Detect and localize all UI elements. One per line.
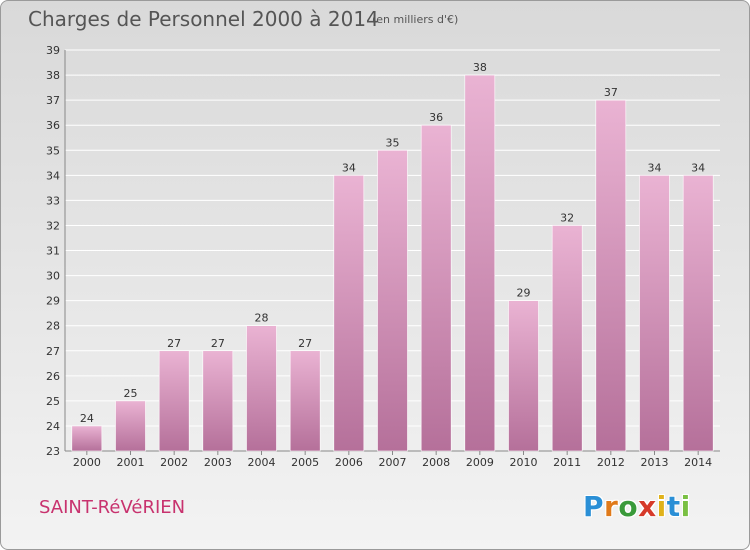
data-label: 34 — [342, 161, 356, 174]
bar — [377, 149, 408, 452]
data-label: 34 — [648, 161, 662, 174]
bar — [71, 425, 103, 452]
x-tick-label: 2004 — [248, 456, 276, 469]
bar — [333, 175, 365, 452]
x-tick-label: 2011 — [553, 456, 581, 469]
x-tick-label: 2005 — [291, 456, 319, 469]
y-tick-label: 24 — [46, 420, 60, 433]
logo-letter: o — [618, 490, 639, 523]
logo-letter: t — [666, 490, 681, 523]
chart-subtitle: (en milliers d'€) — [372, 13, 459, 26]
proxiti-logo: Proxiti — [583, 490, 691, 523]
logo-letter: x — [638, 490, 657, 523]
data-label: 24 — [80, 412, 94, 425]
y-tick-label: 38 — [46, 69, 60, 82]
bar — [115, 400, 146, 452]
data-label: 25 — [124, 387, 138, 400]
x-tick-label: 2006 — [335, 456, 363, 469]
x-tick-label: 2013 — [641, 456, 669, 469]
y-tick-label: 31 — [46, 245, 60, 258]
y-tick-label: 29 — [46, 295, 60, 308]
y-tick-label: 23 — [46, 445, 60, 458]
y-tick-label: 28 — [46, 320, 60, 333]
x-tick-label: 2008 — [422, 456, 450, 469]
y-tick-label: 39 — [46, 44, 60, 57]
x-tick-label: 2012 — [597, 456, 625, 469]
data-label: 32 — [560, 211, 574, 224]
x-tick-label: 2000 — [73, 456, 101, 469]
data-label: 27 — [298, 337, 312, 350]
data-label: 34 — [691, 161, 705, 174]
bar — [551, 225, 583, 452]
bar — [464, 74, 496, 452]
x-tick-label: 2010 — [510, 456, 538, 469]
y-tick-label: 35 — [46, 144, 60, 157]
chart-title: Charges de Personnel 2000 à 2014 — [28, 7, 379, 31]
bar — [595, 99, 627, 452]
data-label: 27 — [211, 337, 225, 350]
data-label: 36 — [429, 111, 443, 124]
y-tick-label: 26 — [46, 370, 60, 383]
bar — [289, 350, 321, 452]
data-label: 29 — [517, 287, 531, 300]
data-label: 35 — [386, 136, 400, 149]
data-label: 28 — [255, 312, 269, 325]
x-tick-label: 2014 — [684, 456, 712, 469]
logo-letter: r — [604, 490, 619, 523]
y-tick-label: 36 — [46, 119, 60, 132]
bar — [508, 300, 539, 452]
bar — [420, 124, 452, 452]
commune-name: SAINT-RéVéRIEN — [39, 497, 186, 518]
y-tick-label: 30 — [46, 270, 60, 283]
x-tick-label: 2003 — [204, 456, 232, 469]
data-label: 37 — [604, 86, 618, 99]
x-tick-label: 2009 — [466, 456, 494, 469]
x-tick-label: 2002 — [160, 456, 188, 469]
bar — [202, 350, 234, 452]
y-tick-label: 32 — [46, 219, 60, 232]
y-tick-label: 25 — [46, 395, 60, 408]
y-tick-label: 27 — [46, 345, 60, 358]
bar — [158, 350, 190, 452]
bar — [246, 325, 277, 452]
bar — [682, 175, 714, 452]
x-tick-label: 2007 — [379, 456, 407, 469]
logo-letter: i — [680, 490, 691, 523]
bar — [639, 175, 670, 452]
data-label: 38 — [473, 61, 487, 74]
y-tick-label: 37 — [46, 94, 60, 107]
y-tick-label: 34 — [46, 169, 60, 182]
x-tick-label: 2001 — [117, 456, 145, 469]
logo-letter: P — [583, 490, 605, 523]
data-label: 27 — [167, 337, 181, 350]
logo-letter: i — [656, 490, 667, 523]
y-tick-label: 33 — [46, 194, 60, 207]
